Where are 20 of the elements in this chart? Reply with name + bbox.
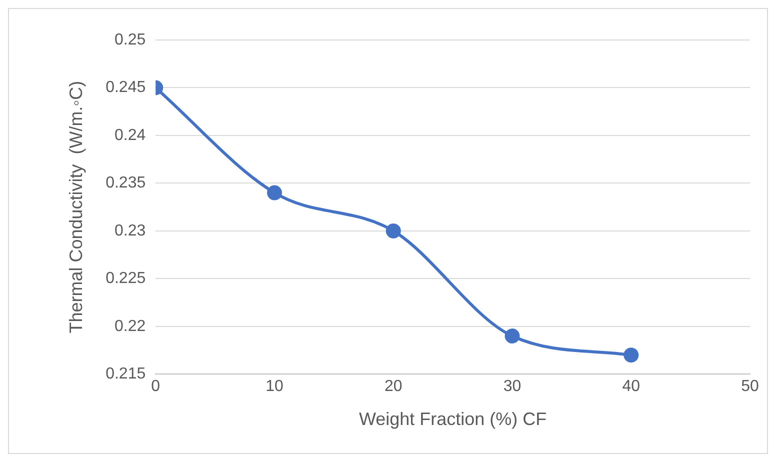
x-tick-label: 0 <box>151 378 160 396</box>
y-tick-label: 0.25 <box>114 31 146 48</box>
point <box>504 328 520 344</box>
point <box>386 223 401 238</box>
x-axis-title: Weight Fraction (%) CF <box>358 409 547 430</box>
y-tick-label: 0.23 <box>114 222 146 240</box>
x-tick-label: 20 <box>384 378 402 396</box>
y-axis-title: Thermal Conductivity (W/m.◦C) <box>66 80 86 334</box>
y-tick-label: 0.24 <box>114 126 146 144</box>
point <box>267 185 282 200</box>
x-tick-label: 40 <box>622 378 640 396</box>
x-tick-label: 10 <box>266 378 284 396</box>
y-tick-label: 0.225 <box>106 270 146 288</box>
y-tick-label: 0.235 <box>106 174 146 192</box>
y-tick-label: 0.215 <box>106 366 146 383</box>
y-tick-label: 0.22 <box>114 318 146 335</box>
y-tick-label: 0.245 <box>106 79 146 96</box>
point <box>624 348 639 363</box>
x-tick-label: 30 <box>503 378 522 396</box>
x-tick-label: 50 <box>741 378 759 396</box>
